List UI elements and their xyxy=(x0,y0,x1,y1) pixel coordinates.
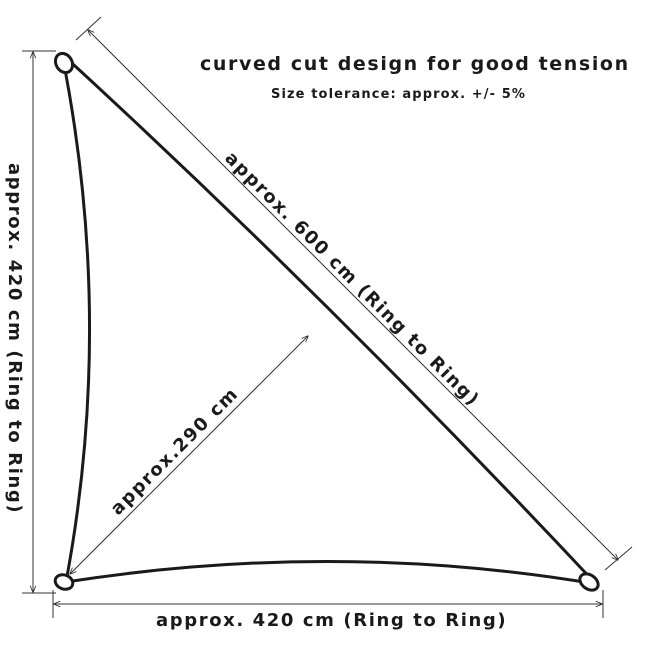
left-side-dimension-label: approx. 420 cm (Ring to Ring) xyxy=(4,163,25,514)
height-dimension-line xyxy=(70,336,308,574)
hypotenuse-dimension-line xyxy=(88,30,618,560)
corner-ring-top xyxy=(53,51,75,75)
corner-ring-bottom-right xyxy=(578,572,600,592)
sail-outline xyxy=(60,52,598,586)
corner-ring-bottom-left xyxy=(53,573,75,591)
diagram-title: curved cut design for good tension xyxy=(200,53,630,75)
hypotenuse-extension-top xyxy=(75,16,102,41)
hypotenuse-dimension-label: approx. 600 cm (Ring to Ring) xyxy=(220,148,483,411)
size-tolerance-note: Size tolerance: approx. +/- 5% xyxy=(271,87,526,102)
height-dimension-label: approx.290 cm xyxy=(107,383,243,519)
bottom-side-dimension-label: approx. 420 cm (Ring to Ring) xyxy=(156,610,507,631)
